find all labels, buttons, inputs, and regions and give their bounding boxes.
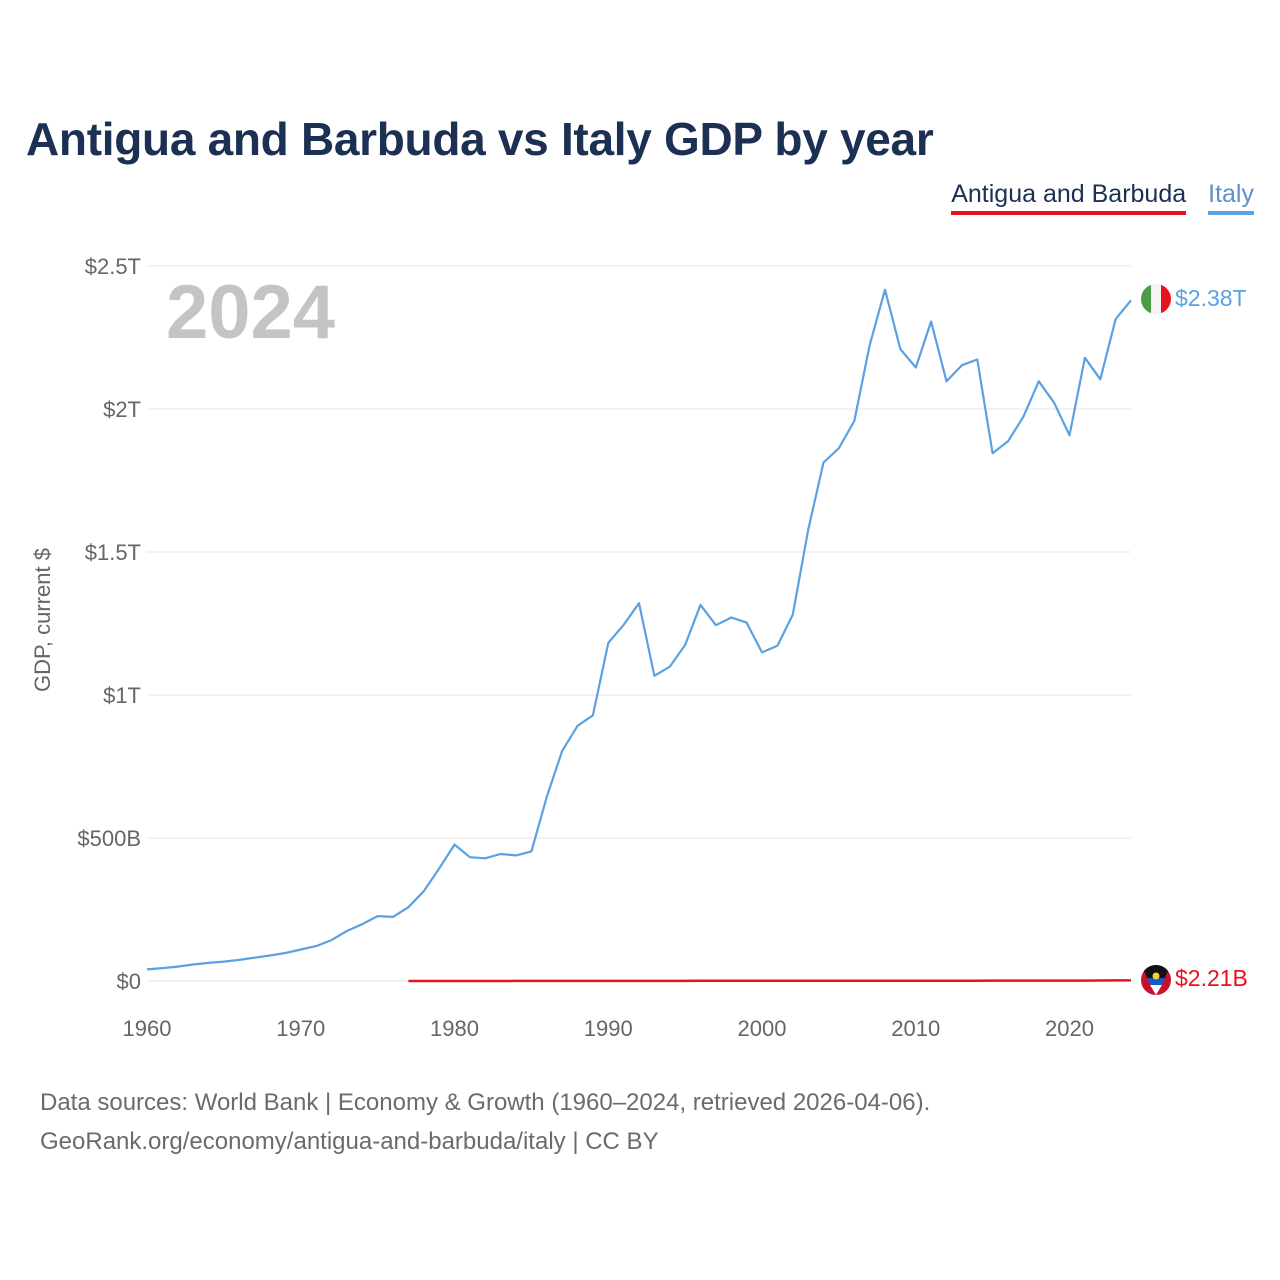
y-axis-label: GDP, current $ bbox=[30, 548, 55, 692]
antigua-and-barbuda-end-value-label: $2.21B bbox=[1175, 965, 1248, 991]
source-url: GeoRank.org/economy/antigua-and-barbuda/… bbox=[40, 1128, 659, 1155]
chart-title: Antigua and Barbuda vs Italy GDP by year bbox=[26, 113, 934, 165]
series-line-italy bbox=[146, 288, 1132, 971]
x-tick-label: 1990 bbox=[584, 1016, 633, 1041]
y-tick-label: $0 bbox=[117, 969, 141, 994]
x-tick-label: 1970 bbox=[276, 1016, 325, 1041]
chart-legend: Antigua and Barbuda Italy bbox=[951, 180, 1254, 215]
x-tick-label: 1960 bbox=[123, 1016, 172, 1041]
y-tick-label: $2T bbox=[103, 397, 141, 422]
x-tick-label: 2010 bbox=[891, 1016, 940, 1041]
legend-item-italy[interactable]: Italy bbox=[1208, 180, 1254, 215]
italy-end-value-label: $2.38T bbox=[1175, 285, 1247, 311]
x-tick-label: 2000 bbox=[738, 1016, 787, 1041]
x-tick-label: 2020 bbox=[1045, 1016, 1094, 1041]
y-tick-label: $2.5T bbox=[85, 254, 141, 279]
current-year-label: 2024 bbox=[166, 270, 335, 355]
legend-item-antigua-and-barbuda[interactable]: Antigua and Barbuda bbox=[951, 180, 1187, 215]
x-tick-label: 1980 bbox=[430, 1016, 479, 1041]
y-tick-label: $1T bbox=[103, 683, 141, 708]
footer: Data sources: World Bank | Economy & Gro… bbox=[40, 1083, 930, 1161]
y-tick-label: $1.5T bbox=[85, 540, 141, 565]
antigua-and-barbuda-flag-icon bbox=[1141, 965, 1171, 995]
data-source-note: Data sources: World Bank | Economy & Gro… bbox=[40, 1089, 931, 1116]
italy-flag-icon bbox=[1141, 284, 1171, 314]
series-line-antigua-and-barbuda bbox=[408, 979, 1131, 983]
y-tick-label: $500B bbox=[77, 826, 141, 851]
gdp-line-chart: $0 $500B $1T $1.5T $2T $2.5T 1960 1970 1980 1990… bbox=[30, 254, 1248, 1041]
